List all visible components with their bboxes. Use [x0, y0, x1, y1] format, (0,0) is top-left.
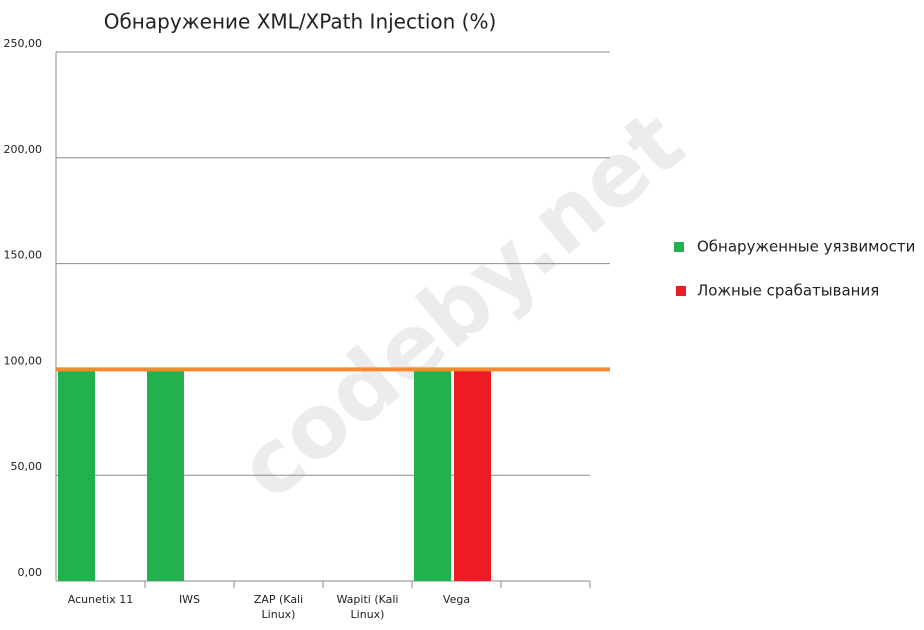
x-tick-label: Wapiti (Kali Linux)	[336, 593, 399, 621]
x-tick-label: Acunetix 11	[67, 593, 134, 606]
y-tick-label: 150,00	[4, 249, 43, 262]
bar	[58, 369, 95, 581]
y-tick-label: 100,00	[4, 354, 43, 367]
legend-swatch	[676, 286, 686, 296]
x-tick-label: IWS	[178, 593, 201, 606]
bar	[414, 369, 451, 581]
x-tick-label: Vega	[442, 593, 471, 606]
y-tick-label: 200,00	[4, 143, 43, 156]
chart-title: Обнаружение XML/XPath Injection (%)	[104, 10, 497, 34]
y-tick-label: 50,00	[11, 460, 43, 473]
bar	[147, 369, 184, 581]
y-tick-label: 0,00	[18, 566, 43, 579]
legend-swatch	[674, 242, 684, 252]
legend-label: Ложные срабатывания	[697, 282, 879, 300]
x-tick-label: ZAP (Kali Linux)	[253, 593, 304, 621]
legend-label: Обнаруженные уязвимости	[697, 238, 915, 256]
bar	[454, 369, 491, 581]
y-tick-label: 250,00	[4, 37, 43, 50]
